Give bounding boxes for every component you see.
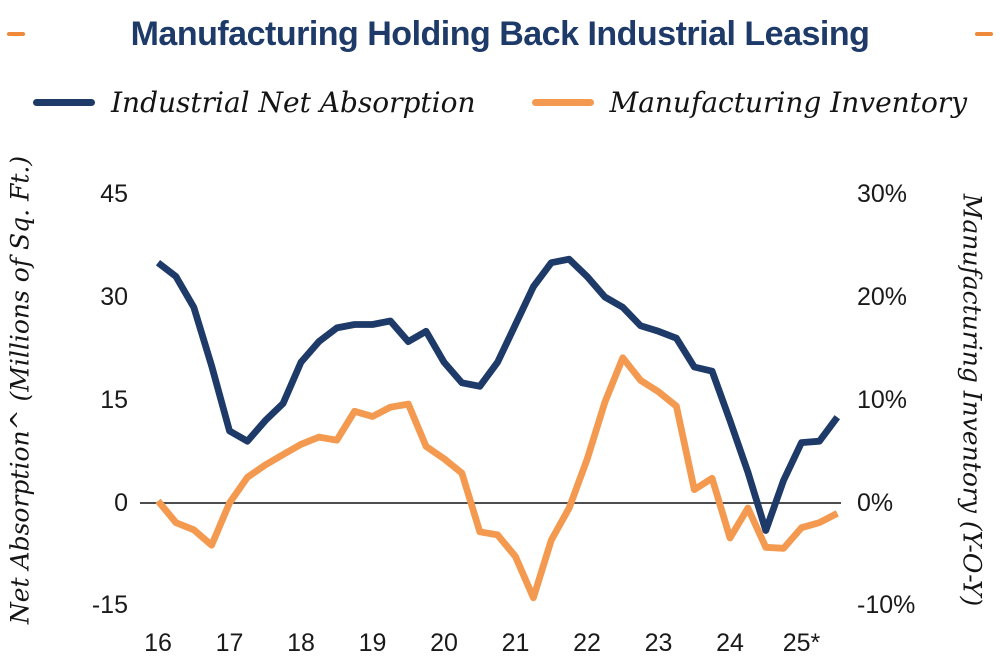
page-title: Manufacturing Holding Back Industrial Le…	[130, 14, 870, 53]
industrial-net-absorption-line	[155, 255, 841, 534]
axis-tick-label: 17	[215, 629, 244, 657]
axis-tick-label: 0%	[857, 488, 894, 517]
orange-line-swatch-icon	[531, 98, 594, 106]
legend-item-manufacturing-inventory: Manufacturing Inventory	[531, 85, 968, 119]
axis-tick-label: -15	[91, 591, 128, 619]
axis-tick-label: -10%	[857, 591, 916, 619]
navy-line-swatch-icon	[32, 98, 95, 106]
axis-tick-label: 18	[287, 629, 315, 657]
axis-tick-label: 30	[100, 282, 128, 311]
title-dash-left-icon	[7, 32, 25, 36]
axis-tick-label: 45	[100, 179, 128, 208]
axis-tick-label: 20	[430, 629, 458, 657]
axis-tick-label: 0	[114, 488, 128, 517]
axis-tick-label: 15	[100, 385, 128, 414]
axis-tick-label: 24	[716, 629, 744, 657]
axis-tick-label: 21	[501, 629, 530, 657]
legend-label: Industrial Net Absorption	[110, 85, 476, 119]
legend: Industrial Net Absorption Manufacturing …	[0, 78, 1000, 126]
manufacturing-inventory-line	[155, 354, 839, 602]
axis-tick-label: 30%	[857, 179, 908, 208]
axis-tick-label: 22	[573, 629, 601, 657]
legend-label: Manufacturing Inventory	[609, 85, 968, 119]
axis-tick-label: 16	[144, 629, 172, 657]
axis-tick-label: 10%	[857, 385, 908, 414]
title-row: Manufacturing Holding Back Industrial Le…	[0, 8, 1000, 60]
axis-tick-label: 23	[644, 629, 673, 657]
legend-item-industrial-net-absorption: Industrial Net Absorption	[32, 85, 476, 119]
title-dash-right-icon	[975, 32, 993, 36]
axis-tick-label: 20%	[857, 282, 908, 311]
axis-tick-label: 25*	[782, 629, 821, 657]
axis-tick-label: 19	[358, 629, 387, 657]
